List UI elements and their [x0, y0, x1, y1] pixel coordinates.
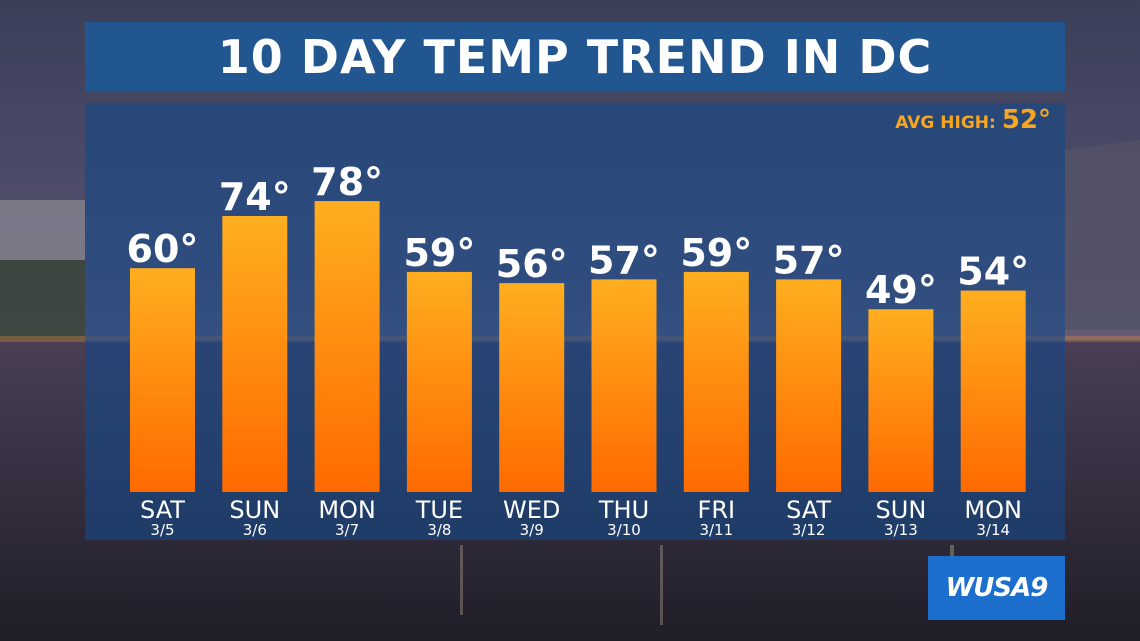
bar-5 — [591, 279, 657, 492]
chart-title: 10 DAY TEMP TREND IN DC — [217, 29, 933, 84]
value-label-5: 57° — [588, 238, 660, 282]
date-label-9: 3/14 — [976, 521, 1010, 539]
bar-4 — [499, 283, 565, 492]
day-label-4: WED — [503, 496, 560, 524]
date-label-3: 3/8 — [427, 521, 451, 539]
date-label-2: 3/7 — [335, 521, 359, 539]
date-label-4: 3/9 — [520, 521, 544, 539]
bar-6 — [683, 271, 749, 492]
value-label-2: 78° — [311, 160, 383, 204]
bar-9 — [960, 290, 1026, 492]
bar-8 — [868, 309, 934, 492]
avg-high-badge: AVG HIGH: 52° — [895, 105, 1051, 135]
day-label-5: THU — [598, 496, 649, 524]
day-label-6: FRI — [698, 496, 736, 524]
day-label-9: MON — [964, 496, 1022, 524]
value-label-8: 49° — [865, 268, 937, 312]
value-label-9: 54° — [957, 250, 1029, 294]
day-label-0: SAT — [140, 496, 185, 524]
bar-3 — [406, 271, 472, 492]
value-label-1: 74° — [219, 175, 291, 219]
station-logo: WUSA9 — [928, 556, 1065, 620]
date-label-8: 3/13 — [884, 521, 918, 539]
title-bar: 10 DAY TEMP TREND IN DC — [85, 22, 1065, 91]
chart-panel: AVG HIGH: 52° 60° SAT 3/5 74° SUN 3/6 78° MON 3/… — [85, 103, 1065, 540]
date-label-1: 3/6 — [243, 521, 267, 539]
date-label-6: 3/11 — [699, 521, 733, 539]
value-label-4: 56° — [496, 242, 568, 286]
avg-high-value: 52° — [1001, 105, 1051, 135]
date-label-5: 3/10 — [607, 521, 641, 539]
date-label-7: 3/12 — [792, 521, 826, 539]
value-label-6: 59° — [680, 231, 752, 275]
date-label-0: 3/5 — [150, 521, 174, 539]
value-label-7: 57° — [773, 238, 845, 282]
day-label-2: MON — [318, 496, 376, 524]
day-label-3: TUE — [415, 496, 463, 524]
value-label-3: 59° — [403, 231, 475, 275]
day-label-7: SAT — [786, 496, 831, 524]
bar-1 — [222, 215, 288, 492]
bar-2 — [314, 201, 380, 492]
bar-7 — [776, 279, 842, 492]
temperature-bar-chart: 60°SAT3/574°SUN3/678°MON3/759°TUE3/856°W… — [127, 160, 1030, 539]
day-label-8: SUN — [876, 496, 927, 524]
bar-0 — [130, 268, 195, 492]
value-label-0: 60° — [127, 227, 199, 271]
day-label-1: SUN — [229, 496, 280, 524]
logo-text: WUSA9 — [945, 573, 1049, 603]
avg-high-label: AVG HIGH: — [895, 113, 996, 133]
